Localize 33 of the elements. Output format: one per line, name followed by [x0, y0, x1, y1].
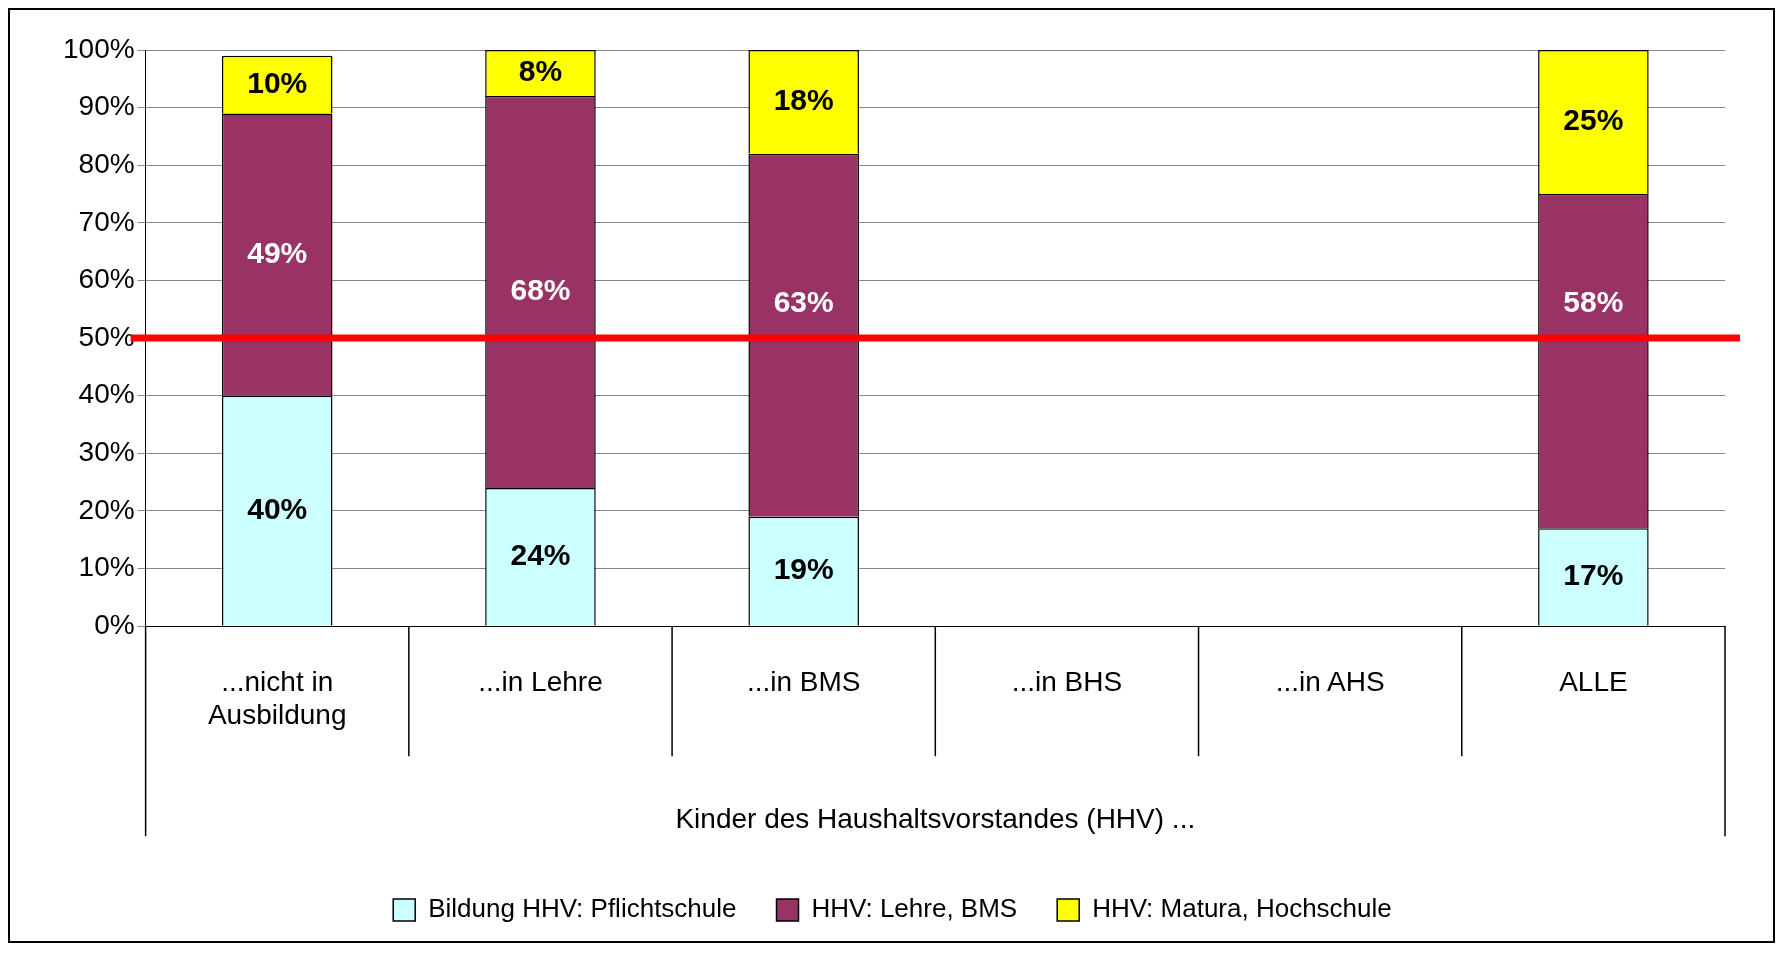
y-tick-label: 60%	[78, 263, 135, 295]
legend-label: HHV: Matura, Hochschule	[1092, 893, 1392, 924]
y-tick-label: 10%	[78, 551, 135, 583]
y-tick-label: 70%	[78, 205, 135, 237]
x-tick-label: ...nicht in Ausbildung	[207, 665, 347, 731]
data-label: 8%	[518, 54, 563, 88]
y-tick-label: 0%	[94, 608, 135, 640]
data-label: 49%	[247, 235, 308, 269]
legend-label: HHV: Lehre, BMS	[811, 893, 1018, 924]
x-tick-label: ...in BMS	[746, 665, 861, 697]
y-tick-label: 40%	[78, 378, 135, 410]
x-tick-label: ...in Lehre	[478, 665, 603, 697]
y-tick-label: 50%	[78, 320, 135, 352]
data-label: 63%	[773, 285, 834, 319]
data-label: 24%	[510, 538, 571, 572]
y-tick-label: 30%	[78, 436, 135, 468]
data-label: 17%	[1563, 558, 1624, 592]
x-tick-label: ...in AHS	[1275, 665, 1385, 697]
y-tick-label: 20%	[78, 493, 135, 525]
y-tick-label: 90%	[78, 90, 135, 122]
data-label: 10%	[247, 65, 308, 99]
y-tick-label: 100%	[62, 32, 135, 64]
data-label: 25%	[1563, 103, 1624, 137]
data-label: 18%	[773, 83, 834, 117]
y-tick-label: 80%	[78, 147, 135, 179]
x-axis-title: Kinder des Haushaltsvorstandes (HHV) ...	[675, 802, 1196, 834]
x-tick-label: ...in BHS	[1011, 665, 1123, 697]
data-label: 19%	[773, 552, 834, 586]
legend-label: Bildung HHV: Pflichtschule	[428, 893, 737, 924]
x-tick-label: ALLE	[1559, 665, 1628, 697]
data-label: 58%	[1563, 285, 1624, 319]
data-label: 68%	[510, 273, 571, 307]
data-label: 40%	[247, 491, 308, 525]
